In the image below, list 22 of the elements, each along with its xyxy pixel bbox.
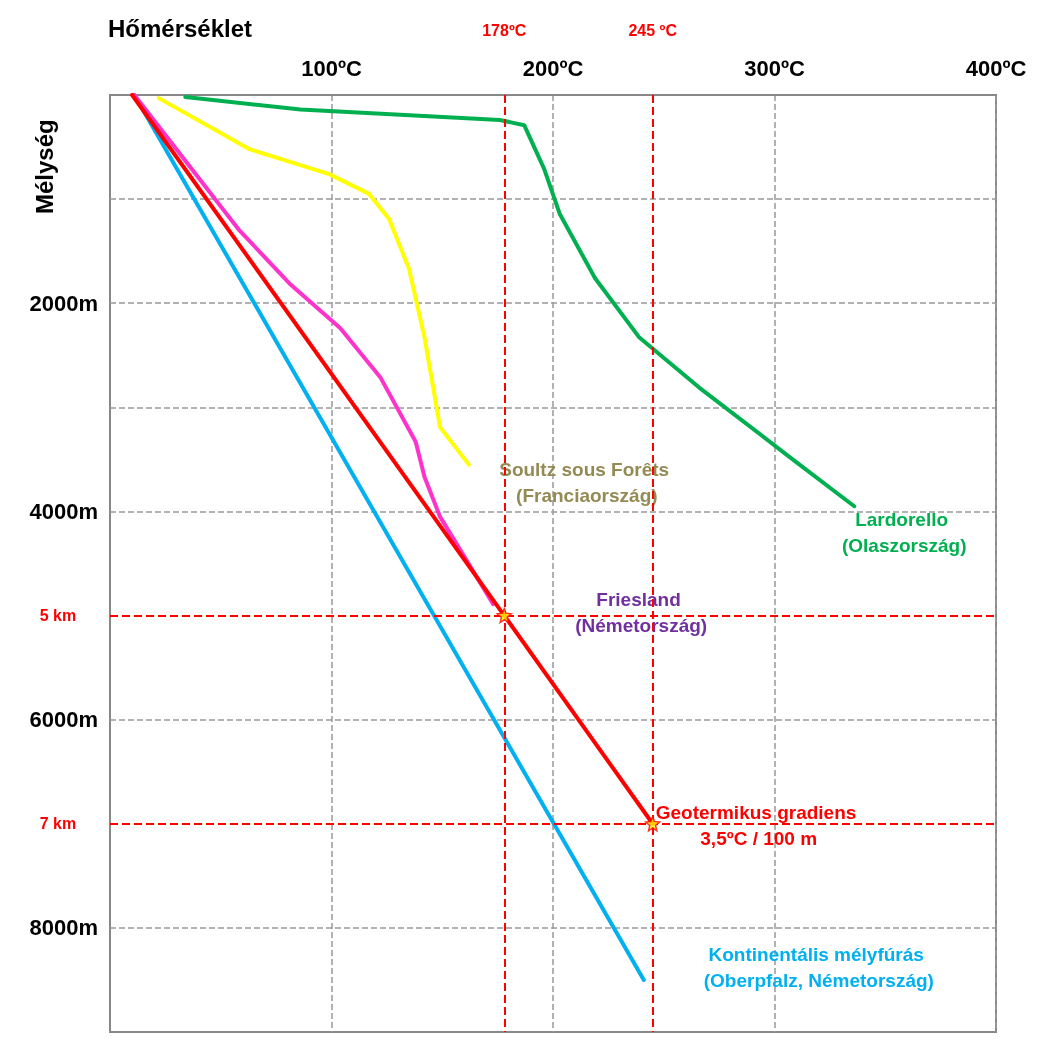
- series-label: Geotermikus gradiens 3,5ºC / 100 m: [655, 802, 862, 850]
- x-axis-title: Hőmérséklet: [108, 14, 253, 42]
- y-axis-title: Mélység: [30, 119, 58, 214]
- x-tick-label: 100ºC: [301, 55, 362, 81]
- line-series: [183, 95, 857, 509]
- series-label: Lardorello (Olaszország): [841, 508, 967, 556]
- ref-line-label: 5 km: [39, 607, 77, 625]
- y-tick-label: 8000m: [29, 915, 98, 941]
- line-series: [156, 96, 471, 467]
- text: Friesland (Németország): [575, 588, 708, 636]
- line-series: [132, 93, 496, 607]
- ref-line-label: 178ºC: [482, 21, 527, 39]
- series-label: Soultz sous Forêts (Franciaország): [499, 459, 675, 507]
- y-tick-label: 6000m: [29, 707, 98, 733]
- y-tick-label: 2000m: [29, 290, 98, 316]
- ref-line-label: 245 ºC: [628, 21, 678, 39]
- text: Kontinentális mélyfúrás (Oberpfalz, Németország): [703, 944, 934, 992]
- x-tick-label: 200ºC: [522, 55, 584, 81]
- x-tick-label: 400ºC: [965, 55, 1027, 81]
- ref-line-label: 7 km: [39, 815, 77, 833]
- y-tick-label: 4000m: [29, 498, 98, 524]
- x-tick-label: 300ºC: [744, 55, 805, 81]
